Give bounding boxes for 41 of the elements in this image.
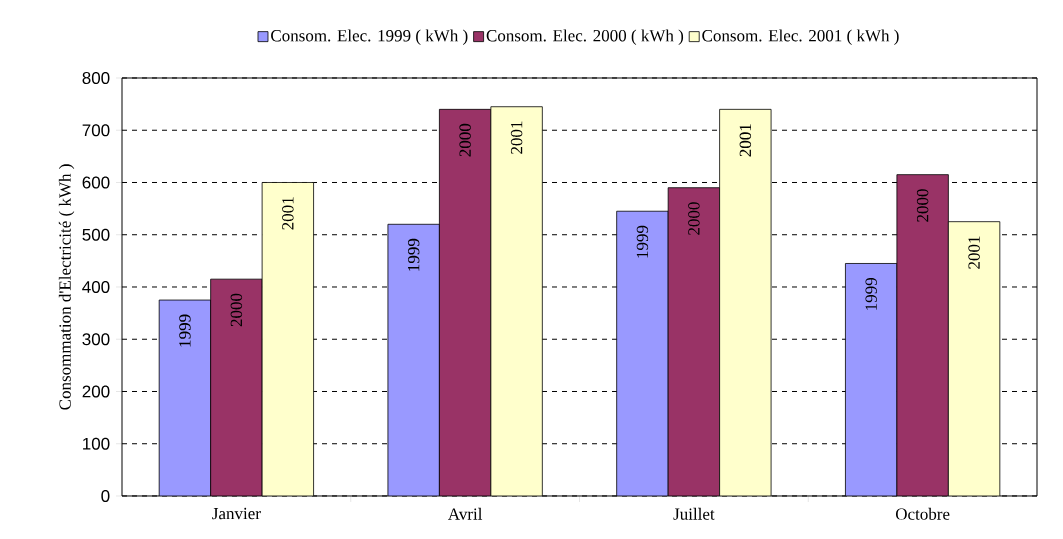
- legend-label: Consom. Elec. 2001 ( kWh ): [702, 29, 899, 45]
- bar: [439, 108, 492, 496]
- y-tick-label: 800: [82, 71, 110, 85]
- annotation: 2000: [916, 189, 929, 222]
- bar: [896, 174, 949, 496]
- bar: [616, 211, 669, 496]
- bar: [210, 278, 263, 496]
- y-tick-label: 100: [83, 437, 110, 450]
- y-tick-label: 300: [82, 333, 110, 346]
- bar: [490, 106, 543, 496]
- bar: [719, 109, 772, 496]
- y-tick-label: 400: [82, 280, 110, 294]
- y-tick-label: 200: [82, 385, 110, 398]
- annotation: 1999: [407, 238, 420, 271]
- annotation: 1999: [865, 278, 877, 310]
- annotation: 2001: [739, 124, 752, 157]
- y-axis-title: Consommation d'Electricité ( kWh ): [58, 164, 75, 410]
- bar: [947, 221, 1001, 496]
- x-tick-label: Octobre: [895, 507, 950, 520]
- annotation: 2000: [688, 202, 700, 235]
- bar: [387, 223, 440, 496]
- annotation: 2001: [282, 197, 294, 230]
- annotation: 1999: [636, 225, 649, 258]
- annotation: 2001: [510, 121, 523, 154]
- y-tick-label: 700: [82, 124, 110, 137]
- bar: [261, 182, 314, 496]
- y-tick-label: 500: [82, 228, 110, 241]
- y-tick-label: 0: [101, 489, 110, 503]
- x-tick-label: Juillet: [673, 507, 715, 520]
- y-tick-label: 600: [82, 176, 110, 189]
- annotation: 2000: [459, 123, 471, 157]
- bar: [158, 299, 212, 496]
- annotation: 2001: [968, 236, 980, 269]
- bar: [668, 187, 720, 496]
- x-tick-label: Avril: [447, 507, 483, 520]
- legend-label: Consom. Elec. 2000 ( kWh ): [486, 29, 684, 45]
- annotation: 2000: [230, 293, 243, 327]
- x-tick-label: Janvier: [212, 507, 261, 520]
- annotation: 1999: [179, 314, 191, 347]
- legend-label: Consom. Elec. 1999 ( kWh ): [271, 29, 468, 45]
- bar: [845, 263, 898, 496]
